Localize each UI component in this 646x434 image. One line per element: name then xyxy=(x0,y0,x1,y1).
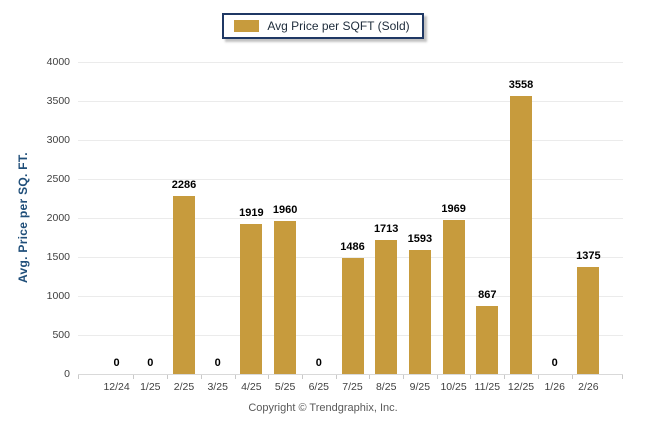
x-axis-tick xyxy=(335,375,337,379)
bar xyxy=(408,250,431,374)
bar xyxy=(274,221,297,374)
x-tick-label: 1/25 xyxy=(140,381,161,393)
x-tick-label: 4/25 xyxy=(241,381,262,393)
y-tick-label: 1000 xyxy=(46,290,70,302)
plot-area: 0 500 1000 1500 2000 2500 3000 3500 4000 0 12/24 0 1… xyxy=(47,56,623,393)
x-tick-label: 2/25 xyxy=(173,381,195,393)
y-tick-label: 2000 xyxy=(46,212,70,224)
x-tick-label: 12/25 xyxy=(507,381,535,393)
bar xyxy=(341,258,364,374)
y-tick-label: 1500 xyxy=(46,251,70,263)
bar-value-label: 1919 xyxy=(239,207,264,219)
bar-value-label: 1713 xyxy=(373,223,399,235)
bar xyxy=(173,196,195,374)
x-axis-tick xyxy=(78,375,79,379)
gridline xyxy=(78,218,623,219)
x-tick-label: 11/25 xyxy=(474,381,501,393)
x-tick-label: 3/25 xyxy=(207,381,228,393)
bar-value-label: 1593 xyxy=(407,233,433,245)
x-axis-tick xyxy=(133,375,135,379)
bar xyxy=(240,224,263,374)
x-axis-tick xyxy=(200,375,202,379)
bar-value-label: 1969 xyxy=(441,203,466,215)
bar-value-label: 0 xyxy=(147,357,154,369)
bar-value-label: 0 xyxy=(214,357,221,369)
legend-box: Avg Price per SQFT (Sold) xyxy=(222,13,424,39)
bar-value-label: 0 xyxy=(315,357,322,369)
x-axis-tick xyxy=(571,375,573,379)
bar-value-label: 0 xyxy=(551,357,558,369)
x-axis-tick xyxy=(167,375,169,379)
x-tick-label: 2/26 xyxy=(578,381,599,393)
bar-value-label: 1375 xyxy=(576,250,601,262)
gridline xyxy=(78,101,623,102)
legend-label: Avg Price per SQFT (Sold) xyxy=(267,19,410,33)
bar-value-label: 867 xyxy=(478,289,497,301)
x-tick-label: 7/25 xyxy=(342,381,363,393)
bar-value-label: 3558 xyxy=(508,79,534,91)
y-tick-label: 4000 xyxy=(46,56,70,68)
y-tick-label: 2500 xyxy=(46,173,70,185)
x-axis-tick xyxy=(369,375,371,379)
gridline xyxy=(78,257,623,258)
x-axis-tick xyxy=(537,375,539,379)
x-axis-tick xyxy=(436,375,438,379)
y-tick-label: 3500 xyxy=(46,95,70,107)
bar xyxy=(476,306,499,374)
x-tick-label: 9/25 xyxy=(409,381,431,393)
x-axis-tick xyxy=(403,375,405,379)
legend-swatch xyxy=(234,20,260,32)
x-tick-label: 1/26 xyxy=(544,381,565,393)
x-axis-tick xyxy=(301,375,303,379)
gridline xyxy=(78,140,623,141)
x-axis-line xyxy=(78,374,623,375)
legend: Avg Price per SQFT (Sold) xyxy=(0,13,646,39)
x-tick-label: 5/25 xyxy=(274,381,296,393)
bar xyxy=(442,220,465,374)
bar xyxy=(375,240,398,374)
gridline xyxy=(78,179,623,180)
x-axis-tick xyxy=(622,375,623,379)
bar xyxy=(510,96,532,374)
x-tick-label: 8/25 xyxy=(375,381,397,393)
x-tick-label: 6/25 xyxy=(308,381,330,393)
x-axis-tick xyxy=(268,375,270,379)
bar-value-label: 1960 xyxy=(272,204,298,216)
gridline xyxy=(78,62,623,63)
bar xyxy=(577,267,600,374)
x-axis-tick xyxy=(504,375,506,379)
x-tick-label: 12/24 xyxy=(103,381,130,393)
y-tick-label: 3000 xyxy=(46,134,70,146)
copyright-text: Copyright © Trendgraphix, Inc. xyxy=(248,402,398,414)
x-axis-tick xyxy=(470,375,472,379)
bar-value-label: 1486 xyxy=(340,241,365,253)
bar-value-label: 0 xyxy=(113,357,120,369)
x-tick-label: 10/25 xyxy=(440,381,467,393)
y-tick-label: 500 xyxy=(52,329,70,341)
y-tick-label: 0 xyxy=(64,368,70,380)
bar-value-label: 2286 xyxy=(171,179,197,191)
x-axis-tick xyxy=(234,375,236,379)
